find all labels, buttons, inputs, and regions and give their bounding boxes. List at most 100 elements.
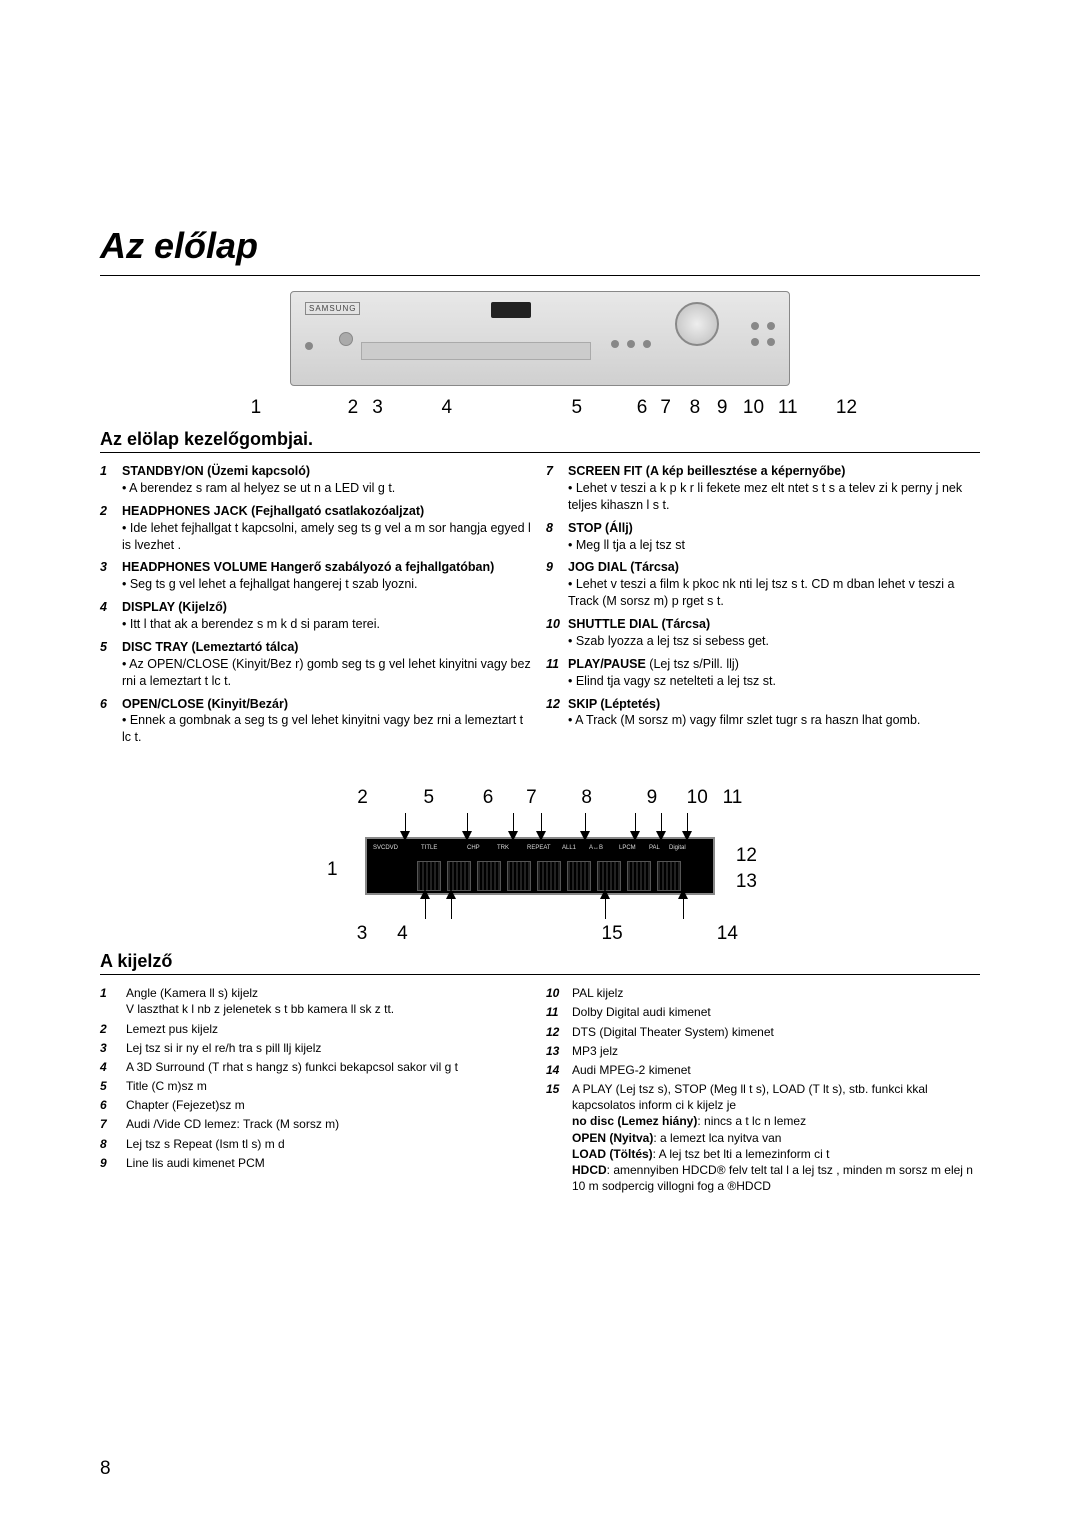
display-item: 14Audi MPEG-2 kimenet bbox=[546, 1062, 980, 1078]
control-num: 2 bbox=[100, 503, 122, 554]
panel-label: ALL1 bbox=[562, 845, 576, 851]
control-item: 12SKIP (Léptetés)• A Track (M sorsz m) v… bbox=[546, 696, 980, 730]
control-num: 4 bbox=[100, 599, 122, 633]
display-subline: HDCD: amennyiben HDCD® felv telt tal l a… bbox=[572, 1162, 980, 1194]
display-body: PAL kijelz bbox=[572, 985, 980, 1001]
display-body: Lej tsz si ir ny el re/h tra s pill llj … bbox=[126, 1040, 534, 1056]
section-front-controls-title: Az elölap kezelőgombjai. bbox=[100, 429, 980, 453]
btn-dot-icon bbox=[767, 338, 775, 346]
control-item: 8STOP (Állj)• Meg ll tja a lej tsz st bbox=[546, 520, 980, 554]
display-columns: 1Angle (Kamera ll s) kijelzV laszthat k … bbox=[100, 985, 980, 1197]
callout-num: 3 bbox=[364, 397, 392, 419]
display-text: Lej tsz si ir ny el re/h tra s pill llj … bbox=[126, 1041, 321, 1055]
control-desc: • Lehet v teszi a film k pkoc nk nti lej… bbox=[568, 576, 980, 610]
arrow-up-icon bbox=[600, 889, 610, 899]
callout-num: 10 bbox=[738, 397, 768, 419]
callout-num: 5 bbox=[398, 787, 460, 809]
display-item: 8Lej tsz s Repeat (Ism tl s) m d bbox=[100, 1136, 534, 1152]
control-desc: • Elind tja vagy sz netelteti a lej tsz … bbox=[568, 673, 980, 690]
control-num: 11 bbox=[546, 656, 568, 690]
display-num: 9 bbox=[100, 1155, 126, 1171]
panel-label: SVCDVD bbox=[373, 845, 398, 851]
panel-label: REPEAT bbox=[527, 845, 551, 851]
display-num: 2 bbox=[100, 1021, 126, 1037]
display-num: 1 bbox=[100, 985, 126, 1017]
control-item: 1STANDBY/ON (Üzemi kapcsoló)• A berendez… bbox=[100, 463, 534, 497]
btn-dot-icon bbox=[751, 322, 759, 330]
display-text: PAL kijelz bbox=[572, 986, 623, 1000]
control-body: SCREEN FIT (A kép beillesztése a képerny… bbox=[568, 463, 980, 514]
control-num: 10 bbox=[546, 616, 568, 650]
control-label: DISPLAY (Kijelző) bbox=[122, 600, 227, 614]
display-num: 12 bbox=[546, 1024, 572, 1040]
jog-dial-icon bbox=[675, 302, 719, 346]
callout-num: 6 bbox=[587, 397, 647, 419]
control-label-suffix: (Lej tsz s/Pill. llj) bbox=[649, 657, 739, 671]
control-label: JOG DIAL (Tárcsa) bbox=[568, 560, 679, 574]
control-body: STOP (Állj)• Meg ll tja a lej tsz st bbox=[568, 520, 980, 554]
control-body: DISC TRAY (Lemeztartó tálca) • Az OPEN/CL… bbox=[122, 639, 534, 690]
front-callout-row: 1 2 3 4 5 6 7 8 9 10 11 12 bbox=[100, 397, 980, 419]
seven-seg-icon bbox=[477, 861, 501, 891]
controls-right-col: 7SCREEN FIT (A kép beillesztése a képern… bbox=[546, 463, 980, 752]
callout-num: 11 bbox=[717, 787, 747, 809]
panel-label: PAL bbox=[649, 845, 660, 851]
display-item: 15A PLAY (Lej tsz s), STOP (Meg ll t s),… bbox=[546, 1081, 980, 1194]
control-desc: • Itt l that ak a berendez s m k d si pa… bbox=[122, 616, 534, 633]
control-label: SCREEN FIT (A kép beillesztése a képerny… bbox=[568, 464, 845, 478]
callout-num: 8 bbox=[552, 787, 622, 809]
control-desc: • A berendez s ram al helyez se ut n a L… bbox=[122, 480, 534, 497]
display-right-col: 10PAL kijelz11Dolby Digital audi kimenet… bbox=[546, 985, 980, 1197]
page-number: 8 bbox=[100, 1458, 111, 1480]
control-label: OPEN/CLOSE (Kinyit/Bezár) bbox=[122, 697, 288, 711]
leader-line bbox=[683, 897, 684, 919]
callout-num: 1 bbox=[223, 397, 289, 419]
display-item: 6Chapter (Fejezet)sz m bbox=[100, 1097, 534, 1113]
panel-label: CHP bbox=[467, 845, 480, 851]
display-num: 5 bbox=[100, 1078, 126, 1094]
arrow-down-icon bbox=[580, 831, 590, 841]
control-body: HEADPHONES JACK (Fejhallgató csatlakozóa… bbox=[122, 503, 534, 554]
callout-num: 13 bbox=[736, 871, 757, 893]
control-label: STANDBY/ON (Üzemi kapcsoló) bbox=[122, 464, 310, 478]
device-illustration: SAMSUNG bbox=[290, 291, 790, 386]
display-body: A 3D Surround (T rhat s hangz s) funkci … bbox=[126, 1059, 534, 1075]
display-num: 7 bbox=[100, 1116, 126, 1132]
arrow-down-icon bbox=[536, 831, 546, 841]
display-item: 10PAL kijelz bbox=[546, 985, 980, 1001]
seven-seg-icon bbox=[537, 861, 561, 891]
display-text: A PLAY (Lej tsz s), STOP (Meg ll t s), L… bbox=[572, 1082, 928, 1112]
control-label: PLAY/PAUSE bbox=[568, 657, 649, 671]
display-item: 13MP3 jelz bbox=[546, 1043, 980, 1059]
btn-dot-icon bbox=[611, 340, 619, 348]
control-num: 8 bbox=[546, 520, 568, 554]
callout-num: 14 bbox=[628, 923, 738, 945]
display-body: Lemezt pus kijelz bbox=[126, 1021, 534, 1037]
display-sub-bold: OPEN (Nyitva) bbox=[572, 1131, 653, 1145]
seven-seg-icon bbox=[507, 861, 531, 891]
callout-num: 4 bbox=[387, 923, 417, 945]
control-body: SHUTTLE DIAL (Tárcsa)• Szab lyozza a lej… bbox=[568, 616, 980, 650]
disc-tray-icon bbox=[361, 342, 591, 360]
panel-label: TITLE bbox=[421, 845, 437, 851]
control-item: 3HEADPHONES VOLUME Hangerő szabályozó a … bbox=[100, 559, 534, 593]
control-desc: • A Track (M sorsz m) vagy filmr szlet t… bbox=[568, 712, 980, 729]
display-sub-rest: : a lemezt lca nyitva van bbox=[653, 1131, 781, 1145]
device-brand: SAMSUNG bbox=[305, 302, 360, 315]
callout-num: 10 bbox=[682, 787, 712, 809]
btn-dot-icon bbox=[627, 340, 635, 348]
control-desc: • Az OPEN/CLOSE (Kinyit/Bez r) gomb seg … bbox=[122, 656, 534, 690]
control-body: OPEN/CLOSE (Kinyit/Bezár)• Ennek a gombn… bbox=[122, 696, 534, 747]
display-sub-rest: : A lej tsz bet lti a lemezinform ci t bbox=[653, 1147, 830, 1161]
control-label: DISC TRAY (Lemeztartó tálca) bbox=[122, 640, 298, 654]
callout-num: 9 bbox=[711, 397, 733, 419]
device-screen bbox=[491, 302, 531, 318]
control-body: JOG DIAL (Tárcsa) • Lehet v teszi a film … bbox=[568, 559, 980, 610]
seven-seg-icon bbox=[597, 861, 621, 891]
display-text: Chapter (Fejezet)sz m bbox=[126, 1098, 245, 1112]
arrow-down-icon bbox=[400, 831, 410, 841]
arrow-down-icon bbox=[682, 831, 692, 841]
display-text: Lej tsz s Repeat (Ism tl s) m d bbox=[126, 1137, 285, 1151]
control-item: 10SHUTTLE DIAL (Tárcsa)• Szab lyozza a l… bbox=[546, 616, 980, 650]
control-desc: • Ennek a gombnak a seg ts g vel lehet k… bbox=[122, 712, 534, 746]
